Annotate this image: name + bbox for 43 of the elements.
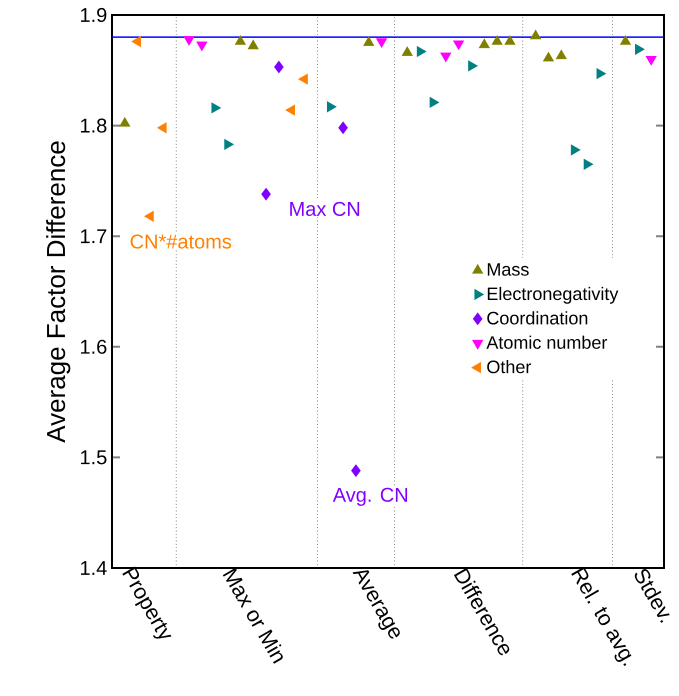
point (298, 74, 308, 85)
legend-label: Electronegativity (488, 286, 618, 304)
y-tick-label: 1.6 (81, 340, 106, 354)
point (119, 117, 130, 127)
point (620, 35, 631, 45)
legend-label: Mass (488, 263, 529, 276)
y-tick-label: 1.4 (81, 561, 107, 575)
point (157, 122, 167, 134)
point (285, 104, 295, 116)
point (542, 52, 554, 62)
point (416, 46, 426, 57)
point (478, 38, 490, 48)
point (234, 35, 246, 45)
point (402, 46, 413, 56)
legend-label: Atomic number (486, 336, 608, 349)
annotation: Max CN (290, 202, 360, 216)
point (338, 122, 348, 134)
point (570, 144, 580, 156)
y-tick-label: 1.9 (81, 8, 106, 22)
annotation: CN*#atoms (130, 234, 232, 249)
point (274, 60, 284, 74)
point (504, 35, 516, 45)
point (584, 158, 594, 170)
point (430, 96, 440, 108)
legend-label: Coordination (487, 311, 588, 325)
point (144, 210, 154, 222)
point (248, 40, 259, 50)
y-tick-label: 1.8 (81, 118, 106, 133)
y-axis-title: Average Factor Difference (46, 141, 70, 443)
y-tick-label: 1.7 (81, 229, 106, 244)
point (131, 36, 141, 48)
legend-label: Other (487, 360, 532, 374)
point (596, 68, 606, 80)
annotation: Avg. CN (332, 488, 408, 506)
point (351, 464, 361, 477)
point (556, 50, 567, 60)
point (261, 188, 271, 200)
y-tick-label: 1.5 (81, 450, 106, 464)
point (468, 60, 478, 72)
point (530, 30, 542, 40)
point (492, 35, 503, 45)
point (363, 36, 374, 46)
point (635, 44, 645, 55)
